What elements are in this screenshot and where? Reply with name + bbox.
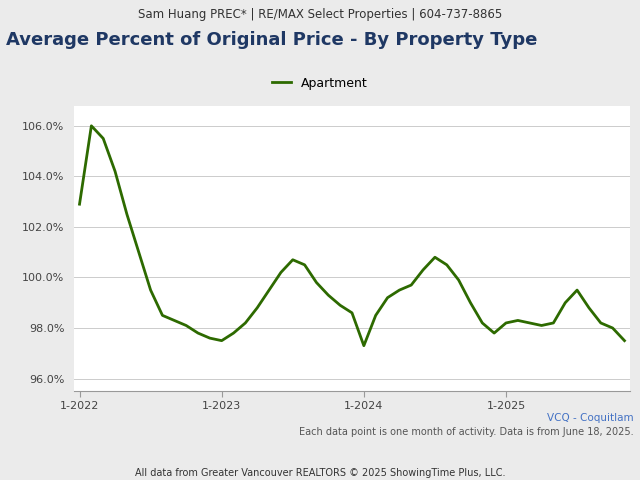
Legend: Apartment: Apartment <box>268 72 372 95</box>
Text: VCQ - Coquitlam: VCQ - Coquitlam <box>547 413 634 423</box>
Text: Sam Huang PREC* | RE/MAX Select Properties | 604-737-8865: Sam Huang PREC* | RE/MAX Select Properti… <box>138 8 502 21</box>
Text: All data from Greater Vancouver REALTORS © 2025 ShowingTime Plus, LLC.: All data from Greater Vancouver REALTORS… <box>135 468 505 478</box>
Text: Each data point is one month of activity. Data is from June 18, 2025.: Each data point is one month of activity… <box>299 427 634 437</box>
Text: Average Percent of Original Price - By Property Type: Average Percent of Original Price - By P… <box>6 31 538 49</box>
